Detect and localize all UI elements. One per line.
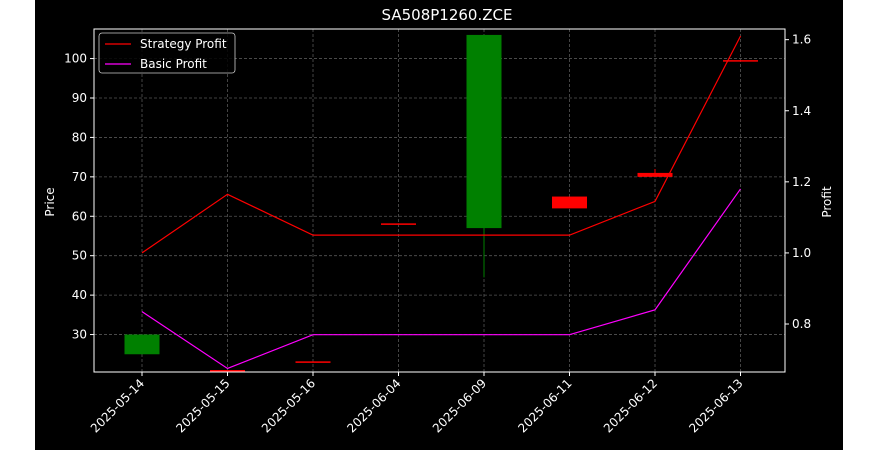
y-tick-label: 90 (72, 91, 87, 105)
y-tick-label: 40 (72, 288, 87, 302)
basic-profit-line (141, 188, 741, 370)
x-tick-label: 2025-06-04 (344, 376, 403, 435)
candle-body (124, 334, 160, 355)
y-tick-label: 80 (72, 130, 87, 144)
y-axis-label: Price (43, 187, 57, 216)
y2-tick-label: 1.4 (792, 104, 811, 118)
legend: Strategy Profit Basic Profit (98, 32, 236, 74)
y-tick-label: 70 (72, 170, 87, 184)
y2-tick-label: 1.6 (792, 33, 811, 47)
candle-body (295, 361, 331, 363)
x-tick-label: 2025-05-16 (259, 376, 318, 435)
x-tick-label: 2025-05-14 (88, 376, 147, 435)
x-tick-label: 2025-06-12 (601, 376, 660, 435)
x-tick-label: 2025-06-09 (430, 376, 489, 435)
y-tick-label: 30 (72, 328, 87, 342)
candle-body (466, 34, 502, 229)
candle-layer (124, 34, 758, 372)
legend-box (98, 32, 236, 74)
candle-body (552, 196, 587, 209)
chart-title: SA508P1260.ZCE (382, 6, 513, 24)
strategy-profit-line (141, 35, 742, 254)
candle-body (637, 172, 673, 177)
legend-label: Strategy Profit (140, 37, 227, 51)
y2-tick-label: 1.0 (792, 246, 811, 260)
y-tick-label: 50 (72, 249, 87, 263)
x-tick-label: 2025-05-15 (173, 376, 232, 435)
candle-body (210, 370, 245, 372)
plot-frame (93, 28, 786, 373)
chart-figure: SA508P1260.ZCE 30 40 50 60 70 80 90 100 0.8 1.0 1.… (35, 0, 843, 450)
y2-tick-label: 0.8 (792, 317, 811, 331)
y2-tick-label: 1.2 (792, 175, 811, 189)
y2-axis-label: Profit (820, 186, 834, 218)
x-tick-label: 2025-06-13 (686, 376, 745, 435)
y-tick-label: 100 (64, 52, 87, 66)
grid-layer (94, 29, 785, 372)
axis-layer: 30 40 50 60 70 80 90 100 0.8 1.0 1.2 1.4 1.6 2025-05-… (64, 28, 811, 435)
candle-body (723, 60, 758, 62)
candle-body (381, 223, 416, 225)
line-layer (141, 35, 742, 370)
x-tick-label: 2025-06-11 (515, 376, 574, 435)
y-tick-label: 60 (72, 209, 87, 223)
chart-svg: SA508P1260.ZCE 30 40 50 60 70 80 90 100 0.8 1.0 1.… (43, 6, 834, 435)
legend-label: Basic Profit (140, 57, 207, 71)
